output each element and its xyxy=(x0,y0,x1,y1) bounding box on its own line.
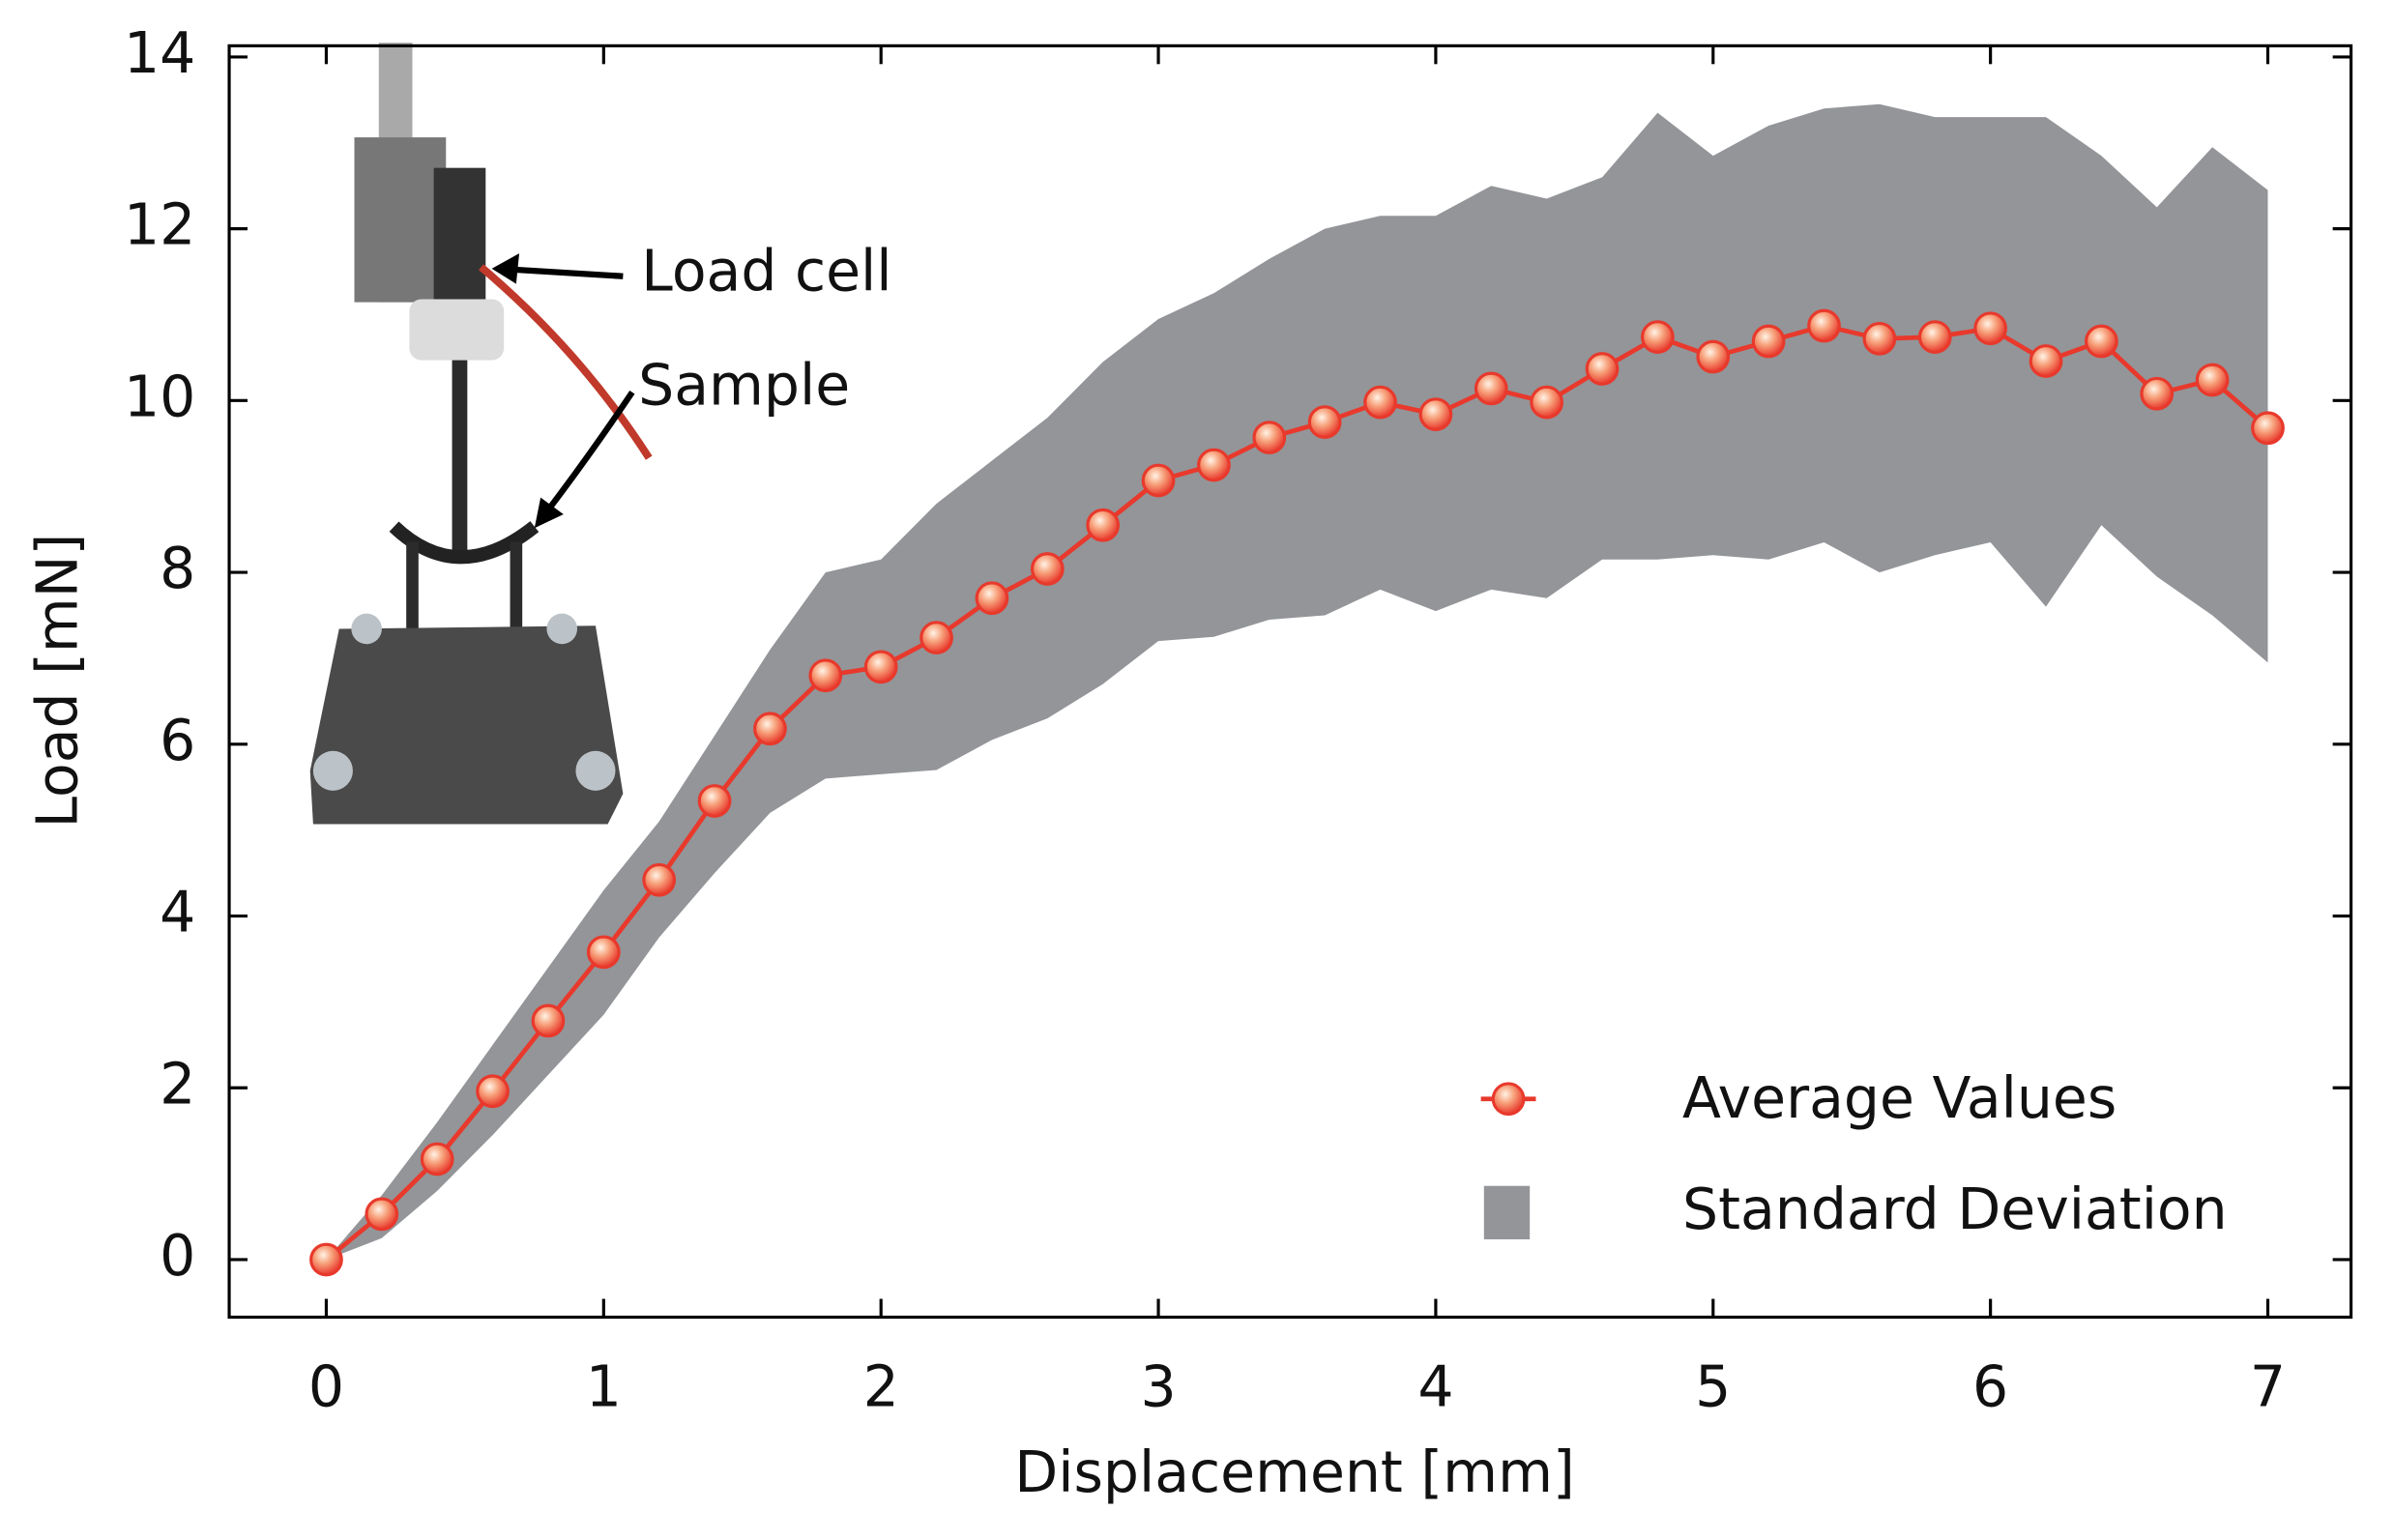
data-point xyxy=(1696,339,1731,374)
y-tick-label: 6 xyxy=(160,708,195,773)
data-point xyxy=(1363,385,1397,420)
data-point xyxy=(1862,322,1897,356)
data-point xyxy=(476,1074,510,1109)
inset-bracket xyxy=(354,137,447,303)
x-tick-label: 1 xyxy=(586,1353,622,1419)
inset-cable xyxy=(478,264,653,460)
data-point xyxy=(1973,311,2008,346)
inset-sample xyxy=(389,521,540,565)
y-tick-label: 10 xyxy=(124,363,195,429)
data-point xyxy=(1474,371,1508,406)
legend-label: Standard Deviation xyxy=(1682,1177,2228,1242)
legend-swatch xyxy=(1483,1185,1531,1239)
annotation-arrow xyxy=(497,265,624,279)
data-point xyxy=(1030,552,1065,586)
data-point xyxy=(309,1242,343,1277)
legend-label: Average Values xyxy=(1682,1065,2117,1131)
annotation: Load cell xyxy=(641,238,891,304)
legend-marker xyxy=(1491,1082,1526,1117)
inset-screw xyxy=(546,613,578,645)
data-point xyxy=(586,935,621,970)
data-point xyxy=(1751,324,1786,359)
inset-base xyxy=(309,625,624,825)
data-point xyxy=(365,1197,399,1232)
data-point xyxy=(808,658,843,693)
inset-probe xyxy=(452,360,468,559)
annotation-arrowhead xyxy=(491,253,520,284)
y-tick-label: 2 xyxy=(160,1051,195,1117)
data-point xyxy=(1197,448,1231,482)
y-tick-label: 4 xyxy=(160,880,195,945)
data-point xyxy=(1585,352,1620,386)
data-point xyxy=(975,581,1009,616)
data-point xyxy=(1141,463,1176,498)
std-band xyxy=(326,103,2268,1260)
x-tick-label: 5 xyxy=(1695,1353,1731,1419)
data-point xyxy=(420,1142,454,1177)
inset-load-cell xyxy=(433,167,486,305)
y-axis-title: Load [mN] xyxy=(24,534,90,828)
annotation: Sample xyxy=(638,353,850,419)
data-point xyxy=(1418,397,1453,431)
data-point xyxy=(1807,308,1841,343)
data-point xyxy=(2029,344,2063,378)
x-tick-label: 7 xyxy=(2250,1353,2286,1419)
y-tick-label: 8 xyxy=(160,536,195,601)
data-point xyxy=(2085,324,2118,359)
x-tick-label: 6 xyxy=(1972,1353,2008,1419)
data-point xyxy=(2140,376,2175,411)
data-point xyxy=(2195,363,2230,397)
data-point xyxy=(1641,320,1675,354)
x-axis-title: Displacement [mm] xyxy=(1014,1439,1574,1505)
x-tick-label: 4 xyxy=(1417,1353,1453,1419)
y-tick-label: 0 xyxy=(160,1223,195,1289)
x-tick-label: 0 xyxy=(308,1353,344,1419)
annotation-arrowhead xyxy=(534,497,564,529)
inset-clamp xyxy=(409,299,505,361)
data-point xyxy=(1086,508,1121,542)
inset-screw xyxy=(312,750,353,791)
data-point xyxy=(863,650,898,684)
x-tick-label: 2 xyxy=(863,1353,899,1419)
y-tick-label: 14 xyxy=(124,20,195,86)
x-tick-label: 3 xyxy=(1140,1353,1176,1419)
data-point xyxy=(1307,405,1342,439)
annotation-arrow xyxy=(540,390,635,518)
data-point xyxy=(1917,320,1952,354)
y-tick-label: 12 xyxy=(124,192,195,258)
data-point xyxy=(1252,421,1287,454)
inset-screw xyxy=(351,613,382,645)
data-point xyxy=(920,621,953,654)
band-layer xyxy=(326,103,2268,1260)
data-point xyxy=(697,784,732,818)
data-point xyxy=(642,862,677,897)
data-point xyxy=(1530,385,1564,420)
inset-photo xyxy=(309,43,653,825)
data-point xyxy=(753,712,787,746)
data-point xyxy=(2251,411,2285,446)
plot-frame xyxy=(227,44,2353,1320)
data-point xyxy=(531,1003,566,1038)
inset-screw xyxy=(575,750,616,791)
